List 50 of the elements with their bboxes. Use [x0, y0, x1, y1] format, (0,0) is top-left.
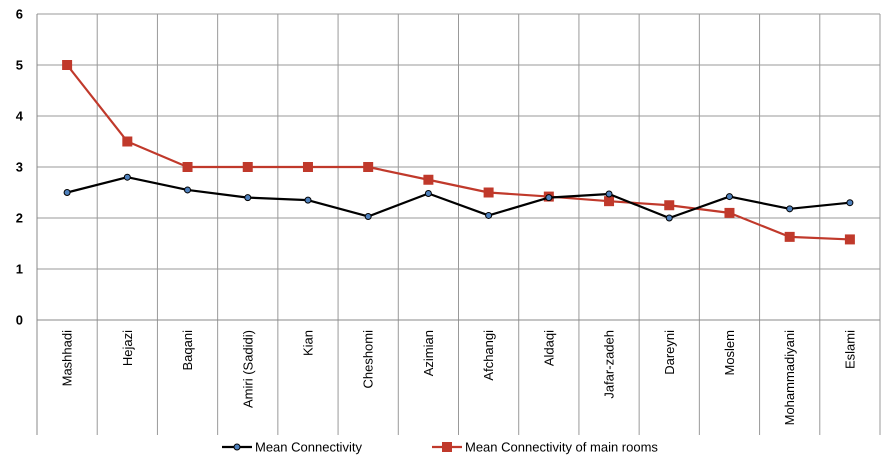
- point: [484, 188, 494, 198]
- point: [844, 234, 855, 244]
- x-tick-label: Jafar-zadeh: [602, 330, 617, 399]
- point: [724, 208, 734, 218]
- x-tick-label: Kian: [300, 330, 316, 356]
- point: [363, 162, 374, 172]
- x-tick-label: Azimian: [420, 330, 436, 376]
- y-tick-label: 0: [16, 312, 23, 328]
- x-tick-label: Afchangi: [481, 330, 496, 381]
- y-tick-label: 5: [16, 58, 23, 73]
- point: [302, 162, 313, 172]
- point: [184, 186, 192, 194]
- point: [423, 174, 434, 185]
- y-tick-label: 2: [16, 210, 23, 226]
- x-tick-label: Mohammadiyani: [782, 330, 798, 426]
- point: [64, 189, 71, 196]
- x-tick-label: Eslami: [842, 330, 858, 370]
- x-tick-label: Aldaqi: [541, 330, 556, 366]
- point: [846, 199, 854, 206]
- x-tick-label: Amiri (Sadidi): [240, 330, 256, 408]
- point: [62, 60, 72, 70]
- y-tick-label: 4: [16, 108, 24, 124]
- point: [364, 212, 372, 220]
- point: [124, 174, 131, 181]
- point: [604, 196, 614, 206]
- x-tick-label: Baqani: [180, 330, 196, 370]
- legend-label: Mean Connectivity of main rooms: [465, 440, 658, 455]
- point: [664, 200, 674, 210]
- x-tick-label: Mashhadi: [60, 330, 75, 386]
- x-tick-label: Hejazi: [120, 330, 135, 366]
- legend-label: Mean Connectivity: [255, 440, 362, 455]
- point: [726, 193, 733, 200]
- point: [304, 196, 312, 204]
- point: [786, 205, 794, 212]
- y-tick-label: 3: [16, 160, 23, 175]
- point: [424, 190, 432, 198]
- point: [122, 136, 132, 146]
- point: [244, 194, 252, 202]
- point: [666, 214, 673, 222]
- point: [182, 162, 193, 172]
- point: [784, 232, 795, 242]
- point: [485, 212, 492, 219]
- point: [242, 162, 253, 172]
- y-tick-label: 6: [16, 6, 23, 22]
- point: [606, 190, 613, 198]
- y-tick-label: 1: [16, 262, 23, 277]
- x-tick-label: Dareyni: [662, 330, 677, 375]
- x-tick-label: Moslem: [722, 330, 738, 376]
- x-tick-label: Cheshomi: [360, 330, 376, 389]
- point: [545, 194, 552, 202]
